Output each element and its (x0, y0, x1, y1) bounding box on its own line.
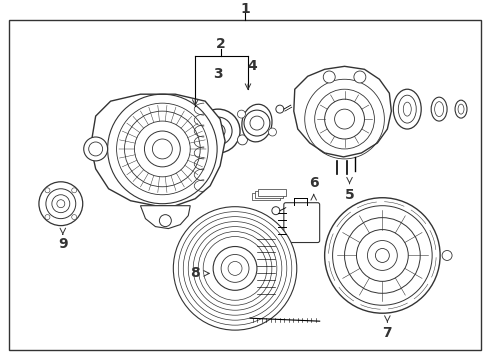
Circle shape (196, 109, 240, 153)
Circle shape (323, 71, 335, 83)
Circle shape (213, 247, 257, 290)
Circle shape (72, 188, 77, 193)
Circle shape (159, 215, 171, 226)
Ellipse shape (431, 97, 447, 121)
Circle shape (189, 135, 199, 145)
Text: 8: 8 (190, 266, 200, 280)
Polygon shape (294, 66, 392, 157)
Circle shape (238, 110, 245, 118)
Polygon shape (141, 206, 190, 229)
Circle shape (269, 128, 276, 136)
Ellipse shape (242, 104, 272, 142)
Ellipse shape (455, 100, 467, 118)
Bar (252, 193, 280, 200)
Circle shape (173, 207, 297, 330)
FancyBboxPatch shape (284, 203, 319, 243)
Text: 2: 2 (216, 37, 226, 51)
Text: 5: 5 (344, 188, 354, 202)
Circle shape (84, 137, 108, 161)
Bar (258, 189, 286, 196)
Polygon shape (91, 94, 225, 206)
Circle shape (354, 71, 366, 83)
Ellipse shape (393, 89, 421, 129)
Circle shape (276, 105, 284, 113)
Circle shape (72, 215, 77, 220)
Circle shape (39, 182, 83, 226)
Text: 9: 9 (58, 237, 68, 251)
Circle shape (45, 215, 50, 220)
Bar (255, 191, 283, 198)
Circle shape (238, 135, 247, 145)
Text: 6: 6 (309, 176, 318, 190)
Circle shape (272, 207, 280, 215)
Text: 3: 3 (213, 67, 223, 81)
Text: 7: 7 (383, 326, 392, 340)
Circle shape (45, 188, 50, 193)
Text: 1: 1 (240, 1, 250, 15)
Text: 4: 4 (247, 59, 257, 73)
Circle shape (325, 198, 440, 313)
Circle shape (442, 251, 452, 260)
